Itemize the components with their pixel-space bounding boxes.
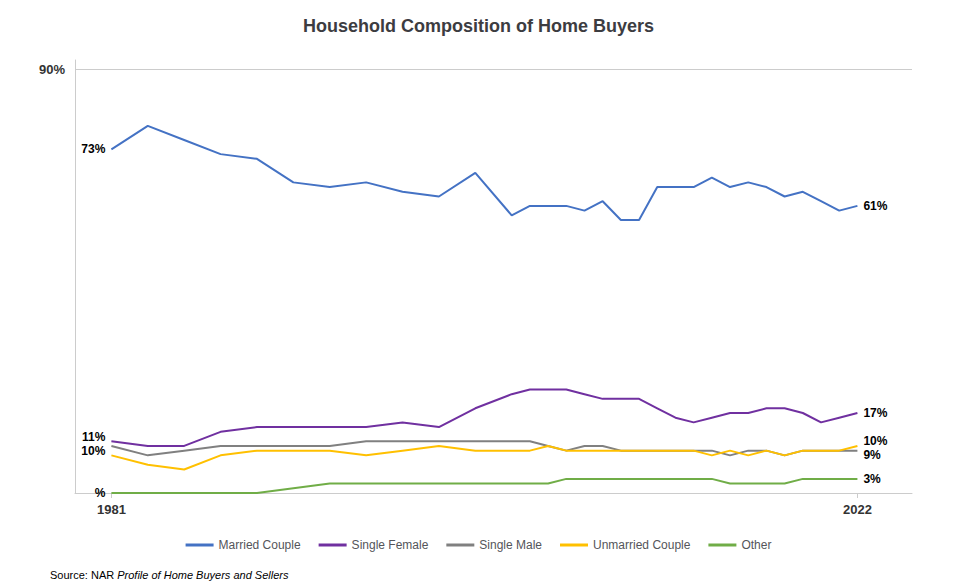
svg-text:73%: 73% <box>81 142 105 156</box>
svg-text:10%: 10% <box>81 444 105 458</box>
svg-text:61%: 61% <box>863 199 887 213</box>
svg-text:10%: 10% <box>863 434 887 448</box>
svg-text:%: % <box>95 486 106 500</box>
svg-text:Profile of Home Buyers and Sel: Profile of Home Buyers and Sellers <box>117 569 289 581</box>
svg-text:17%: 17% <box>863 406 887 420</box>
svg-text:Other: Other <box>741 538 771 552</box>
svg-text:3%: 3% <box>863 472 881 486</box>
svg-text:Source: NAR: Source: NAR <box>50 569 117 581</box>
svg-text:11%: 11% <box>82 430 106 444</box>
svg-text:1981: 1981 <box>97 502 126 517</box>
svg-text:90%: 90% <box>39 62 65 77</box>
svg-text:Unmarried Couple: Unmarried Couple <box>593 538 691 552</box>
svg-text:Married Couple: Married Couple <box>219 538 301 552</box>
svg-text:Single Male: Single Male <box>479 538 542 552</box>
svg-text:Household Composition of Home: Household Composition of Home Buyers <box>303 16 654 36</box>
svg-text:9%: 9% <box>863 448 881 462</box>
svg-text:Single Female: Single Female <box>352 538 429 552</box>
svg-text:2022: 2022 <box>843 502 872 517</box>
